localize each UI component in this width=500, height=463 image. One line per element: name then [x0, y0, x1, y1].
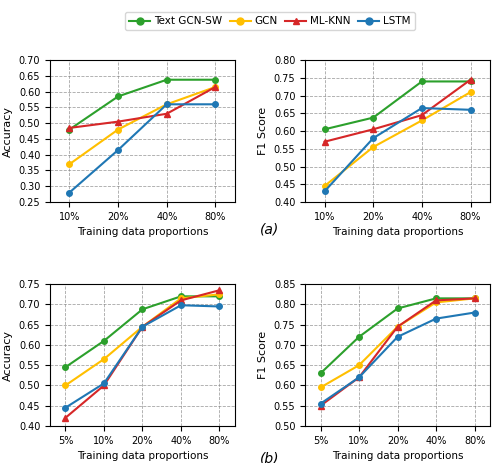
Y-axis label: F1 Score: F1 Score — [258, 331, 268, 379]
X-axis label: Training data proportions: Training data proportions — [76, 227, 208, 237]
Text: (b): (b) — [260, 451, 280, 463]
Legend: Text GCN-SW, GCN, ML-KNN, LSTM: Text GCN-SW, GCN, ML-KNN, LSTM — [125, 12, 415, 31]
Y-axis label: F1 Score: F1 Score — [258, 107, 268, 155]
X-axis label: Training data proportions: Training data proportions — [332, 451, 464, 461]
Y-axis label: Accuracy: Accuracy — [3, 330, 13, 381]
Text: (a): (a) — [260, 223, 280, 237]
Y-axis label: Accuracy: Accuracy — [3, 106, 13, 156]
X-axis label: Training data proportions: Training data proportions — [332, 227, 464, 237]
X-axis label: Training data proportions: Training data proportions — [76, 451, 208, 461]
